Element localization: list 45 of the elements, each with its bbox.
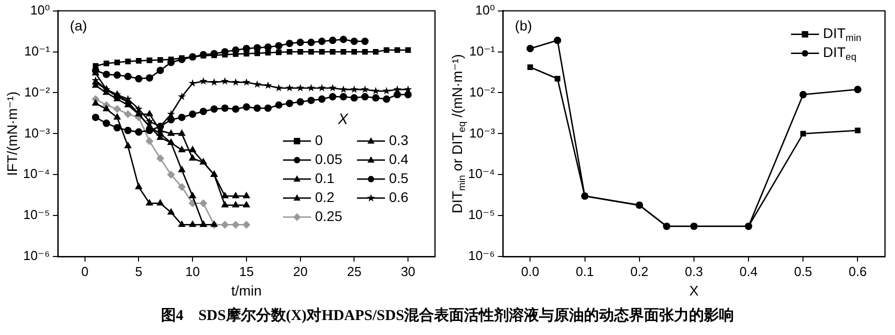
x-tick-label: 0 [81,264,88,279]
x-tick-label: 0.3 [684,264,703,279]
legend-label: 0.2 [315,188,335,205]
y-tick-label: 10⁻³ [24,125,51,140]
y-axis-title: DITmin or DITeq /(mN·m⁻¹) [448,54,468,214]
y-axis-title: IFT/(mN·m⁻¹) [4,92,20,176]
y-tick-label: 10⁻⁶ [468,248,495,264]
legend-label: 0.1 [315,170,335,186]
caption: 图4 SDS摩尔分数(X)对HDAPS/SDS混合表面活性剂溶液与原油的动态界面张力的影响 [160,306,736,325]
x-tick-label: 30 [400,264,416,279]
legend-label: 0.3 [389,132,409,148]
x-tick-label: 0.2 [630,264,648,279]
y-tick-label: 10⁻⁴ [468,166,495,182]
x-tick-label: 15 [239,264,254,279]
legend-label: 0.5 [389,170,409,186]
y-tick-label: 10⁻⁵ [23,207,50,222]
x-tick-label: 25 [346,264,362,279]
y-tick-label: 10⁻² [24,84,51,100]
x-tick-label: 0.5 [794,264,812,279]
x-tick-label: 5 [135,264,142,279]
y-tick-label: 10⁻⁵ [468,207,495,222]
annotation: (a) [70,18,88,34]
legend-title: X [337,110,349,128]
annotation: (b) [514,18,532,34]
legend-label: 0.05 [315,150,342,167]
y-tick-label: 10⁻¹ [469,43,496,58]
legend-label: 0 [315,132,323,148]
x-tick-label: 0.4 [740,264,758,279]
x-tick-label: 10 [185,264,200,279]
y-tick-label: 10⁻⁴ [22,166,50,182]
y-tick-label: 10⁻² [469,84,496,100]
y-tick-label: 10⁻¹ [24,43,51,58]
y-tick-label: 10⁰ [475,2,495,18]
y-tick-label: 10⁰ [30,2,50,18]
x-tick-label: 20 [293,264,308,279]
y-tick-label: 10⁻³ [469,125,496,140]
x-axis-title: X [689,282,700,298]
x-tick-label: 0.0 [521,264,540,279]
legend-label: 0.4 [389,150,409,167]
x-tick-label: 0.6 [848,264,867,279]
legend-label: 0.25 [315,208,342,224]
legend-label: 0.6 [389,188,409,205]
x-tick-label: 0.1 [576,264,594,279]
x-axis-title: t/min [231,282,262,298]
y-tick-label: 10⁻⁶ [23,248,50,264]
